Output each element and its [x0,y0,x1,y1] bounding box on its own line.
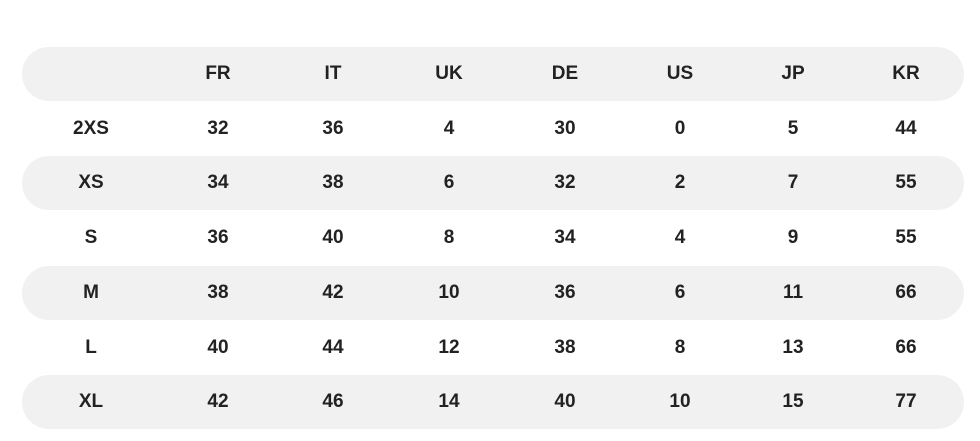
row-label: M [83,281,99,303]
row-background [22,265,964,320]
size-cell: 12 [438,336,460,358]
size-cell: 13 [782,336,804,358]
size-cell: 42 [322,281,344,303]
size-cell: 10 [669,391,691,413]
size-cell: 4 [674,227,686,249]
size-cell: 8 [443,227,455,249]
size-cell: 36 [207,227,229,249]
size-cell: 34 [207,172,229,194]
size-cell: 5 [787,117,799,139]
size-cell: 38 [554,336,576,358]
size-cell: 11 [782,281,804,303]
size-cell: 8 [674,336,686,358]
size-cell: 6 [443,172,455,194]
size-cell: 15 [782,391,804,413]
size-cell: 44 [322,336,344,358]
size-cell: 6 [674,281,686,303]
row-label: XS [78,172,104,194]
size-cell: 36 [322,117,344,139]
size-cell: 32 [554,172,576,194]
row-label: S [84,227,98,249]
size-cell: 46 [322,391,344,413]
column-header: DE [551,63,579,84]
size-cell: 66 [895,336,917,358]
size-cell: 55 [895,172,917,194]
column-header: IT [324,63,342,84]
size-cell: 66 [895,281,917,303]
size-cell: 32 [207,117,229,139]
size-cell: 42 [207,391,229,413]
size-cell: 4 [443,117,455,139]
size-cell: 7 [787,172,799,194]
size-cell: 38 [322,172,344,194]
row-label: XL [78,391,104,413]
row-label: L [85,336,97,358]
size-cell: 10 [438,281,460,303]
size-cell: 40 [554,391,576,413]
row-background [22,156,964,211]
column-header: KR [892,63,920,84]
column-header: US [666,63,694,84]
size-cell: 40 [207,336,229,358]
row-label: 2XS [73,117,109,139]
column-header: FR [205,63,231,84]
row-background [22,375,964,430]
column-header: UK [435,63,463,84]
size-cell: 9 [787,227,799,249]
size-cell: 44 [895,117,917,139]
size-cell: 34 [554,227,576,249]
size-cell: 0 [674,117,686,139]
size-cell: 77 [895,391,917,413]
column-header: JP [781,63,805,84]
size-cell: 30 [554,117,576,139]
size-cell: 14 [438,391,460,413]
size-cell: 2 [674,172,686,194]
size-cell: 40 [322,227,344,249]
size-cell: 55 [895,227,917,249]
row-background [22,47,964,101]
size-cell: 38 [207,281,229,303]
size-cell: 36 [554,281,576,303]
